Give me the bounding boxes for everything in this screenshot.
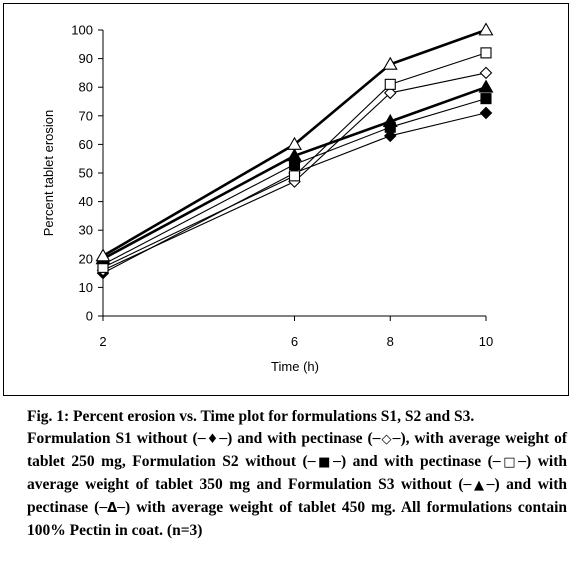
caption-text-7: ) with average weight of tablet 450 mg. … bbox=[27, 499, 567, 539]
x-axis-title: Time (h) bbox=[271, 359, 319, 374]
y-tick-label: 60 bbox=[79, 137, 93, 152]
y-tick-label: 70 bbox=[79, 108, 93, 123]
marker-triangle-open bbox=[95, 248, 111, 262]
figure-frame bbox=[3, 3, 569, 396]
caption-text-6: ) and with pectinase ( bbox=[27, 476, 567, 516]
x-tick-label: 8 bbox=[387, 334, 394, 349]
y-tick-label: 30 bbox=[79, 223, 93, 238]
y-tick-label: 40 bbox=[79, 194, 93, 209]
y-tick-label: 20 bbox=[79, 251, 93, 266]
marker-triangle-filled bbox=[287, 148, 302, 162]
series-line-diamond-filled bbox=[102, 112, 487, 274]
caption-text-2: ) and with pectinase ( bbox=[227, 430, 373, 447]
caption-text-5: ) with average weight of tablet 350 mg a… bbox=[27, 453, 568, 493]
series-line-triangle-filled bbox=[102, 85, 487, 260]
square-filled-line-icon: ─■─ bbox=[307, 455, 341, 470]
marker-triangle-open bbox=[287, 136, 302, 150]
caption-text-3: ), with average weight of tablet 250 mg,… bbox=[27, 430, 568, 470]
marker-square-open bbox=[288, 170, 301, 182]
y-tick-label: 100 bbox=[71, 23, 93, 38]
series-line-diamond-open bbox=[102, 72, 487, 271]
y-tick-label: 90 bbox=[79, 51, 93, 66]
series-line-square-filled bbox=[102, 98, 487, 265]
y-axis-title: Percent tablet erosion bbox=[41, 110, 56, 236]
caption-text-4: ) and with pectinase ( bbox=[340, 453, 493, 470]
x-tick-label: 2 bbox=[99, 334, 106, 349]
series-markers bbox=[95, 22, 494, 280]
marker-square-open bbox=[384, 78, 396, 90]
diamond-filled-line-icon: ─♦─ bbox=[197, 432, 228, 447]
triangle-filled-line-icon: ─▲─ bbox=[463, 478, 495, 493]
x-tick-label: 10 bbox=[479, 334, 493, 349]
triangle-open-line-icon: ─Δ─ bbox=[99, 501, 126, 516]
y-tick-label: 10 bbox=[79, 280, 93, 295]
caption-title: Fig. 1: Percent erosion vs. Time plot fo… bbox=[27, 408, 475, 425]
figure-caption: Fig. 1: Percent erosion vs. Time plot fo… bbox=[27, 406, 567, 542]
caption-body: Formulation S1 without (─♦─) and with pe… bbox=[27, 428, 567, 542]
square-open-line-icon: ─□─ bbox=[492, 455, 527, 470]
marker-triangle-open bbox=[478, 22, 494, 36]
marker-square-filled bbox=[480, 93, 492, 105]
marker-square-open bbox=[480, 47, 492, 59]
marker-diamond-open bbox=[383, 86, 397, 100]
marker-diamond-filled bbox=[383, 129, 397, 143]
series-line-triangle-open bbox=[102, 28, 487, 258]
marker-diamond-open bbox=[479, 66, 493, 80]
marker-triangle-filled bbox=[478, 79, 494, 93]
marker-triangle-filled bbox=[382, 113, 398, 127]
caption-text-1: Formulation S1 without ( bbox=[27, 430, 198, 447]
y-tick-label: 0 bbox=[86, 309, 93, 324]
diamond-open-line-icon: ─◇─ bbox=[372, 432, 401, 447]
marker-diamond-filled bbox=[479, 106, 493, 120]
x-tick-label: 6 bbox=[291, 334, 298, 349]
marker-triangle-open bbox=[382, 56, 398, 70]
series-line-square-open bbox=[102, 52, 487, 268]
chart: 0 10 20 30 40 50 60 70 80 90 100 2 6 8 10 Time (h) Per… bbox=[41, 22, 494, 374]
y-tick-label: 80 bbox=[79, 80, 93, 95]
series-lines bbox=[102, 28, 487, 274]
y-tick-label: 50 bbox=[79, 166, 93, 181]
